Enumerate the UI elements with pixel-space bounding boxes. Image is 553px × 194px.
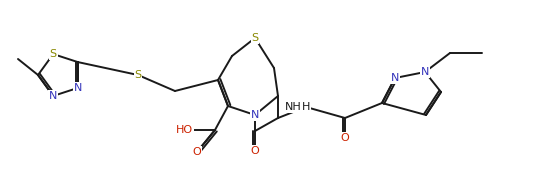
Text: N: N bbox=[421, 67, 429, 77]
Text: S: S bbox=[252, 33, 259, 43]
Text: N: N bbox=[49, 91, 58, 101]
Text: O: O bbox=[192, 147, 201, 157]
Text: N: N bbox=[391, 73, 399, 83]
Text: O: O bbox=[341, 133, 349, 143]
Text: N: N bbox=[74, 83, 82, 93]
Text: N: N bbox=[251, 110, 259, 120]
Text: H: H bbox=[302, 102, 310, 112]
Text: HO: HO bbox=[176, 125, 193, 135]
Text: S: S bbox=[134, 70, 142, 80]
Text: O: O bbox=[251, 146, 259, 156]
Text: NH: NH bbox=[285, 102, 302, 112]
Text: S: S bbox=[50, 49, 57, 59]
